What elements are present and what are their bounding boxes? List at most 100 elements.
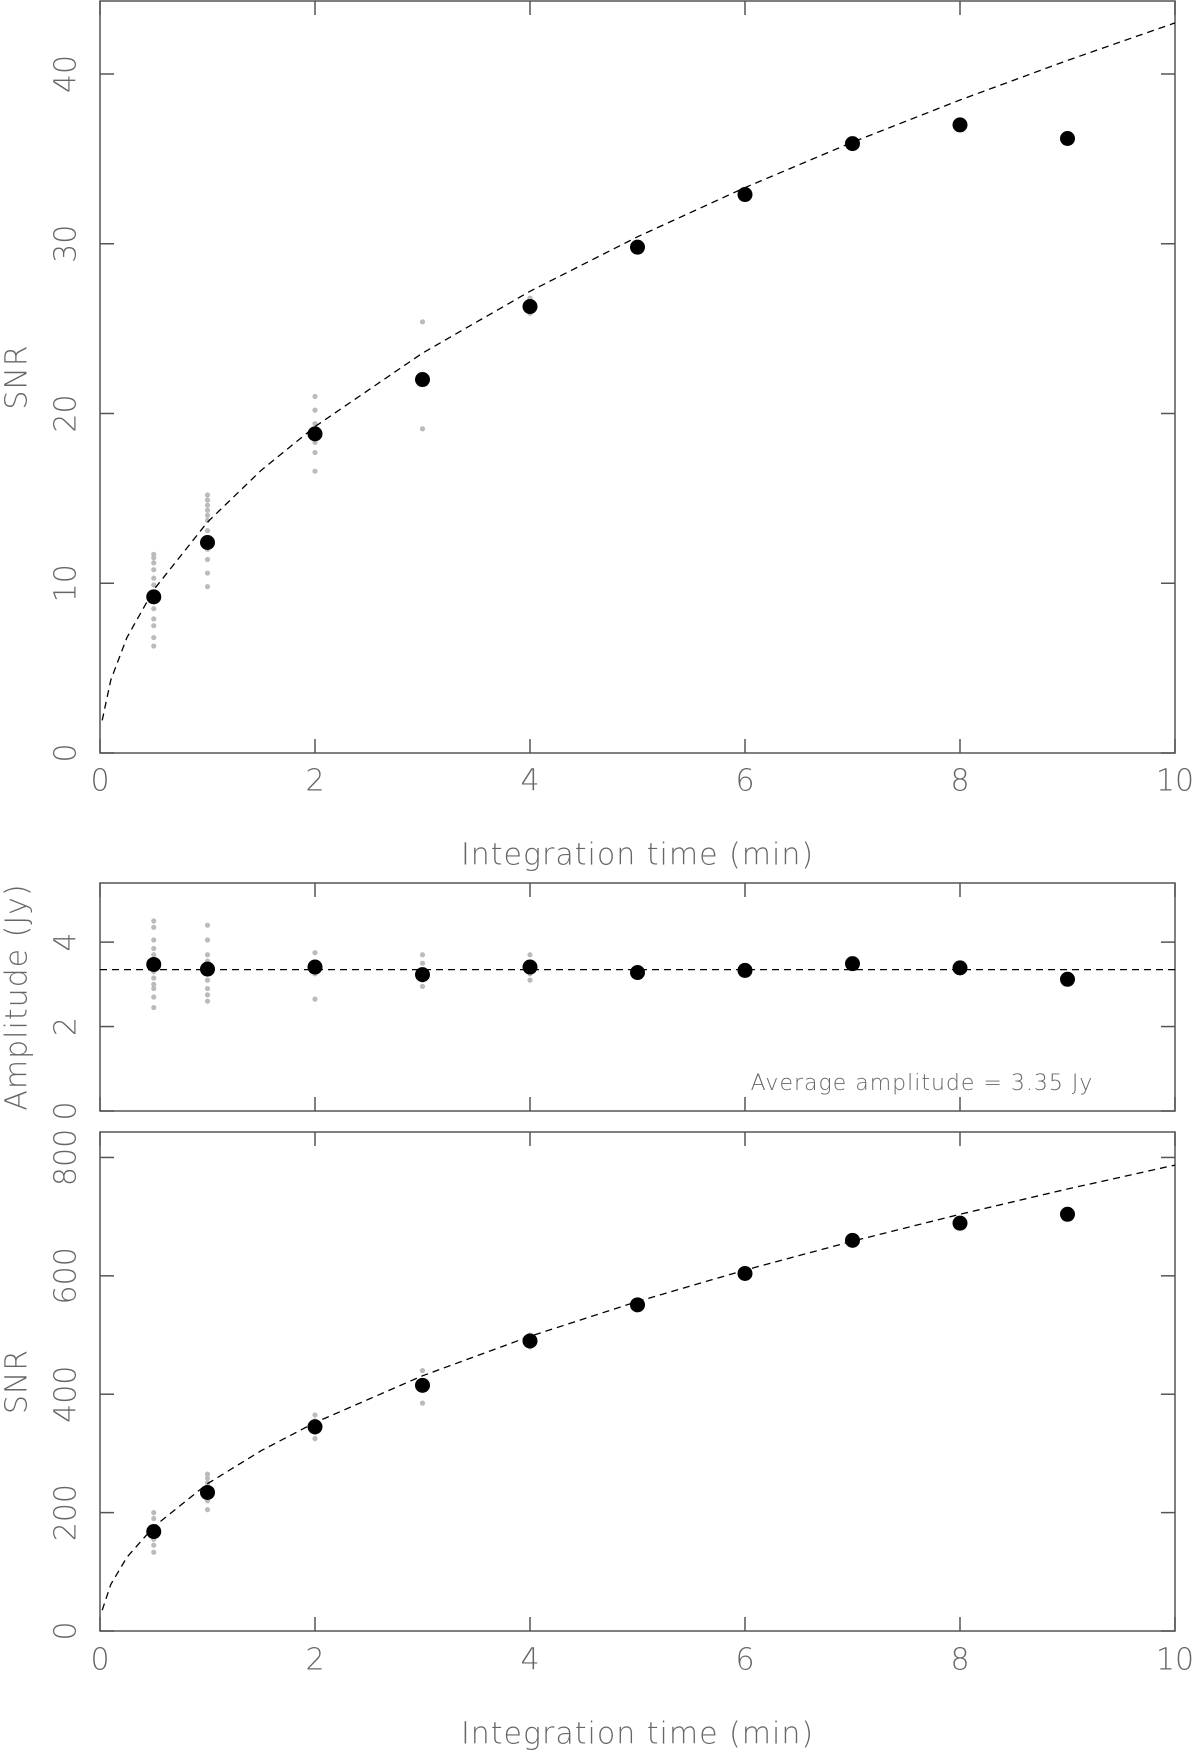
sample-point: [419, 952, 426, 958]
y-axis-label: SNR: [0, 344, 35, 409]
sample-point: [151, 985, 157, 992]
y-axis-label: SNR: [0, 1349, 35, 1414]
data-point: [737, 187, 753, 203]
sample-point: [151, 616, 157, 622]
sample-point: [151, 567, 157, 573]
y-tick-label: 200: [49, 1484, 84, 1541]
data-point: [146, 1524, 162, 1540]
sample-point: [204, 1475, 211, 1481]
data-point: [146, 956, 162, 972]
sample-point: [151, 918, 157, 924]
sample-point: [151, 994, 157, 1000]
fit-line: [101, 22, 1176, 721]
data-point: [522, 959, 538, 975]
x-tick-label: 10: [1156, 764, 1194, 799]
sample-point: [204, 985, 211, 992]
x-tick-label: 10: [1156, 1643, 1194, 1678]
sample-point: [151, 924, 157, 930]
data-point: [307, 959, 323, 975]
sample-point: [204, 1507, 211, 1513]
sample-point: [204, 502, 211, 508]
y-tick-label: 10: [49, 564, 84, 602]
sample-point: [312, 449, 318, 456]
sample-point: [151, 1004, 157, 1011]
data-point: [200, 961, 215, 977]
x-tick-label: 2: [305, 1643, 324, 1678]
data-point: [415, 967, 430, 983]
plot-frame: [99, 882, 1176, 1112]
y-tick-label: 0: [49, 1621, 84, 1640]
y-axis-label: Amplitude (Jy): [0, 883, 35, 1110]
data-point: [1060, 971, 1075, 987]
sample-point: [151, 575, 157, 581]
sample-point: [151, 952, 157, 958]
sample-point: [151, 606, 157, 612]
data-point: [845, 956, 860, 972]
sample-point: [151, 623, 157, 629]
sample-point: [312, 1412, 318, 1418]
data-point: [1060, 1206, 1075, 1222]
y-tick-label: 400: [49, 1366, 84, 1423]
x-axis-label: Integration time (min): [461, 838, 814, 873]
data-point: [200, 1484, 215, 1500]
data-point: [307, 426, 323, 442]
sample-point: [204, 977, 211, 983]
data-point: [415, 372, 430, 388]
data-point: [845, 1232, 860, 1248]
fit-line: [101, 1164, 1176, 1611]
plot-frame: [99, 1131, 1176, 1632]
data-point: [146, 589, 162, 605]
x-tick-label: 8: [950, 1643, 969, 1678]
sample-point: [151, 551, 157, 557]
x-tick-label: 2: [305, 764, 324, 799]
annotation: Average amplitude = 3.35 Jy: [751, 1071, 1094, 1096]
sample-point: [204, 937, 211, 943]
sample-point: [527, 952, 533, 958]
y-tick-label: 30: [49, 225, 84, 263]
y-tick-label: 600: [49, 1247, 84, 1304]
data-point: [630, 1297, 645, 1313]
plot-frame: [99, 0, 1176, 754]
sample-point: [204, 507, 211, 513]
sample-point: [419, 319, 426, 325]
x-axis-label: Integration time (min): [461, 1717, 814, 1752]
sample-point: [204, 570, 211, 576]
sample-point: [204, 952, 211, 958]
y-tick-label: 4: [49, 933, 84, 952]
sample-point: [204, 497, 211, 503]
data-point: [952, 1215, 968, 1231]
data-point: [952, 960, 968, 976]
x-tick-label: 4: [520, 1643, 539, 1678]
sample-point: [151, 1549, 157, 1555]
sample-point: [312, 996, 318, 1002]
y-tick-label: 0: [49, 1101, 84, 1120]
x-tick-label: 4: [520, 764, 539, 799]
sample-point: [151, 1510, 157, 1516]
sample-point: [151, 634, 157, 641]
y-tick-label: 2: [49, 1017, 84, 1036]
sample-point: [312, 407, 318, 413]
sample-point: [151, 981, 157, 987]
x-tick-label: 6: [735, 1643, 754, 1678]
sample-point: [419, 1400, 426, 1406]
sample-point: [204, 528, 211, 534]
sample-point: [204, 922, 211, 928]
sample-point: [312, 468, 318, 474]
sample-point: [419, 960, 426, 966]
sample-point: [204, 492, 211, 498]
sample-point: [204, 998, 211, 1004]
y-tick-label: 20: [49, 394, 84, 432]
sample-point: [527, 977, 533, 983]
x-tick-label: 6: [735, 764, 754, 799]
sample-point: [419, 983, 426, 990]
data-point: [307, 1419, 323, 1435]
y-tick-label: 40: [49, 55, 84, 93]
data-point: [630, 965, 645, 981]
data-point: [952, 117, 968, 133]
data-point: [200, 535, 215, 551]
sample-point: [204, 584, 211, 590]
sample-point: [151, 945, 157, 952]
x-tick-label: 0: [90, 764, 109, 799]
sample-point: [151, 1542, 157, 1548]
sample-point: [204, 556, 211, 563]
